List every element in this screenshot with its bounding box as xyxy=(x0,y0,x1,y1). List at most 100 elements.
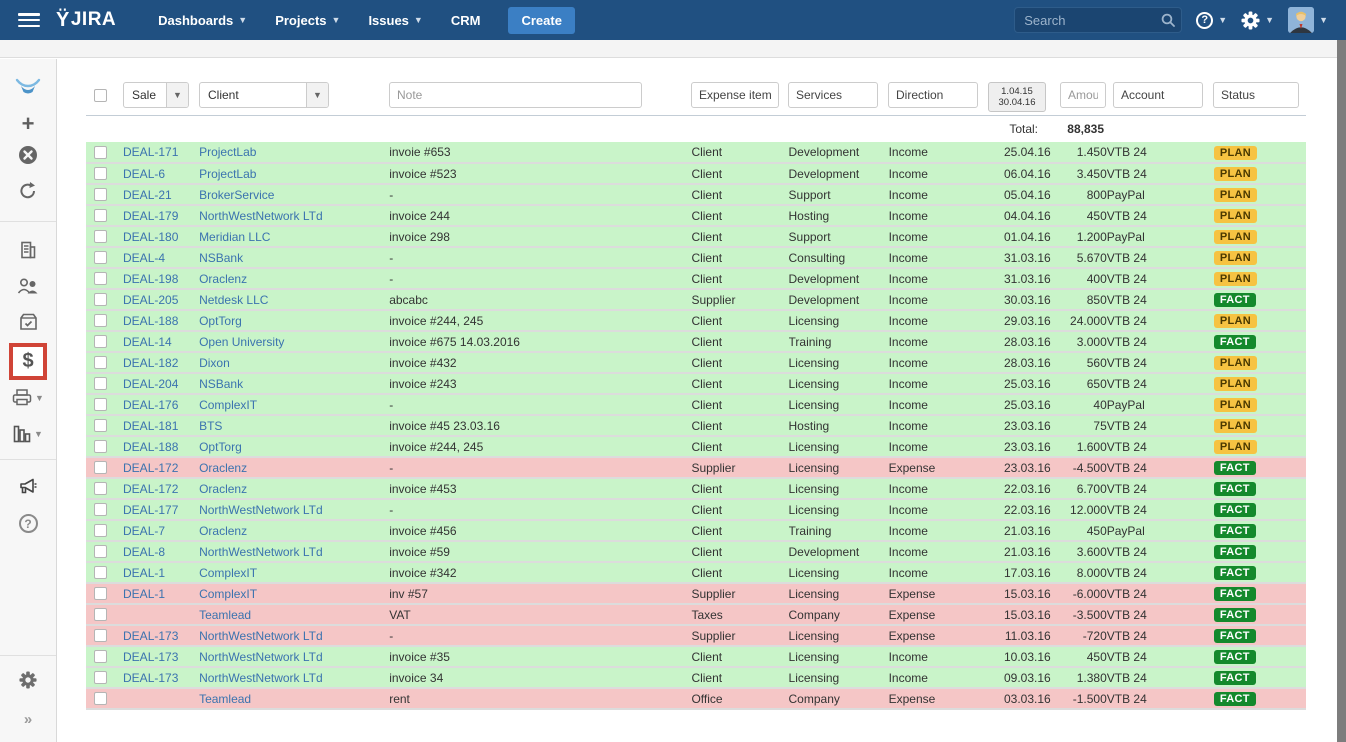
deal-link[interactable]: DEAL-173 xyxy=(123,670,179,685)
deal-link[interactable]: DEAL-172 xyxy=(123,460,179,475)
companies-icon[interactable] xyxy=(0,241,56,259)
vertical-scrollbar[interactable] xyxy=(1337,33,1346,742)
deal-link[interactable]: DEAL-14 xyxy=(123,334,172,349)
company-link[interactable]: Open University xyxy=(199,334,285,349)
company-link[interactable]: NorthWestNetwork LTd xyxy=(199,649,323,664)
row-checkbox[interactable] xyxy=(94,272,107,285)
company-link[interactable]: NorthWestNetwork LTd xyxy=(199,208,323,223)
row-checkbox[interactable] xyxy=(94,398,107,411)
company-link[interactable]: OptTorg xyxy=(199,313,242,328)
status-badge[interactable]: FACT xyxy=(1213,503,1256,517)
row-checkbox[interactable] xyxy=(94,188,107,201)
status-filter-input[interactable] xyxy=(1213,82,1299,108)
company-link[interactable]: BrokerService xyxy=(199,187,275,202)
contacts-icon[interactable] xyxy=(0,277,56,295)
status-badge[interactable]: FACT xyxy=(1213,608,1256,622)
deal-link[interactable]: DEAL-179 xyxy=(123,208,179,223)
profile-menu[interactable]: ▼ xyxy=(1288,7,1328,33)
deal-link[interactable]: DEAL-180 xyxy=(123,229,179,244)
row-checkbox[interactable] xyxy=(94,335,107,348)
company-link[interactable]: ComplexIT xyxy=(199,586,258,601)
add-icon[interactable]: + xyxy=(21,111,35,136)
company-link[interactable]: ProjectLab xyxy=(199,145,257,159)
deal-link[interactable]: DEAL-21 xyxy=(123,187,172,202)
status-badge[interactable]: FACT xyxy=(1213,335,1256,349)
search-icon[interactable] xyxy=(1161,13,1176,27)
deal-link[interactable]: DEAL-1 xyxy=(123,565,166,580)
row-checkbox[interactable] xyxy=(94,503,107,516)
deal-link[interactable]: DEAL-171 xyxy=(123,145,179,159)
status-badge[interactable]: FACT xyxy=(1213,524,1256,538)
row-checkbox[interactable] xyxy=(94,650,107,663)
status-badge[interactable]: PLAN xyxy=(1213,167,1257,181)
company-link[interactable]: NorthWestNetwork LTd xyxy=(199,628,323,643)
row-checkbox[interactable] xyxy=(94,587,107,600)
status-badge[interactable]: FACT xyxy=(1213,461,1256,475)
deal-link[interactable]: DEAL-173 xyxy=(123,628,179,643)
megaphone-icon[interactable] xyxy=(0,477,56,496)
deal-link[interactable]: DEAL-205 xyxy=(123,292,179,307)
row-checkbox[interactable] xyxy=(94,419,107,432)
row-checkbox[interactable] xyxy=(94,524,107,537)
deal-link[interactable]: DEAL-4 xyxy=(123,250,166,265)
help-circle-icon[interactable]: ? xyxy=(0,514,56,533)
transactions-dollar-icon[interactable]: $ xyxy=(9,343,47,380)
company-link[interactable]: Teamlead xyxy=(199,607,252,622)
status-badge[interactable]: PLAN xyxy=(1213,251,1257,265)
amount-filter-input[interactable] xyxy=(1060,82,1106,108)
products-icon[interactable] xyxy=(0,313,56,331)
sale-filter[interactable]: Sale ▼ xyxy=(123,82,189,108)
row-checkbox[interactable] xyxy=(94,692,107,705)
admin-menu[interactable]: ▼ xyxy=(1241,10,1274,30)
deal-link[interactable]: DEAL-181 xyxy=(123,418,179,433)
expense-items-filter-input[interactable] xyxy=(691,82,779,108)
select-all-checkbox[interactable] xyxy=(94,89,107,102)
row-checkbox[interactable] xyxy=(94,482,107,495)
status-badge[interactable]: PLAN xyxy=(1213,377,1257,391)
company-link[interactable]: NSBank xyxy=(199,250,244,265)
jira-logo[interactable]: Ϋ JIRA xyxy=(56,9,116,32)
deal-link[interactable]: DEAL-173 xyxy=(123,649,179,664)
refresh-icon[interactable] xyxy=(0,181,56,201)
status-badge[interactable]: FACT xyxy=(1213,692,1256,706)
row-checkbox[interactable] xyxy=(94,566,107,579)
row-checkbox[interactable] xyxy=(94,314,107,327)
deal-link[interactable]: DEAL-176 xyxy=(123,397,179,412)
company-link[interactable]: NorthWestNetwork LTd xyxy=(199,670,323,685)
status-badge[interactable]: PLAN xyxy=(1213,440,1257,454)
row-checkbox[interactable] xyxy=(94,608,107,621)
client-filter[interactable]: Client ▼ xyxy=(199,82,329,108)
deal-link[interactable]: DEAL-8 xyxy=(123,544,166,559)
company-link[interactable]: OptTorg xyxy=(199,439,242,454)
row-checkbox[interactable] xyxy=(94,293,107,306)
status-badge[interactable]: PLAN xyxy=(1213,419,1257,433)
company-link[interactable]: ComplexIT xyxy=(199,397,258,412)
status-badge[interactable]: FACT xyxy=(1213,545,1256,559)
company-link[interactable]: ProjectLab xyxy=(199,166,257,181)
chart-icon[interactable]: ▼ xyxy=(0,425,56,443)
company-link[interactable]: Oraclenz xyxy=(199,481,248,496)
company-link[interactable]: BTS xyxy=(199,418,223,433)
row-checkbox[interactable] xyxy=(94,251,107,264)
company-link[interactable]: Netdesk LLC xyxy=(199,292,269,307)
status-badge[interactable]: PLAN xyxy=(1213,398,1257,412)
note-filter-input[interactable] xyxy=(389,82,642,108)
services-filter-input[interactable] xyxy=(788,82,878,108)
company-link[interactable]: Oraclenz xyxy=(199,523,248,538)
deal-link[interactable]: DEAL-204 xyxy=(123,376,179,391)
row-checkbox[interactable] xyxy=(94,145,107,159)
status-badge[interactable]: PLAN xyxy=(1213,209,1257,223)
nav-crm[interactable]: CRM xyxy=(450,12,481,28)
row-checkbox[interactable] xyxy=(94,356,107,369)
hamburger-icon[interactable] xyxy=(18,13,40,27)
company-link[interactable]: Oraclenz xyxy=(199,271,248,286)
close-circle-icon[interactable] xyxy=(0,145,56,165)
deal-link[interactable]: DEAL-6 xyxy=(123,166,166,181)
row-checkbox[interactable] xyxy=(94,167,107,180)
crm-logo[interactable] xyxy=(0,75,56,101)
row-checkbox[interactable] xyxy=(94,671,107,684)
account-filter-input[interactable] xyxy=(1113,82,1203,108)
status-badge[interactable]: PLAN xyxy=(1213,230,1257,244)
company-link[interactable]: ComplexIT xyxy=(199,565,258,580)
row-checkbox[interactable] xyxy=(94,209,107,222)
